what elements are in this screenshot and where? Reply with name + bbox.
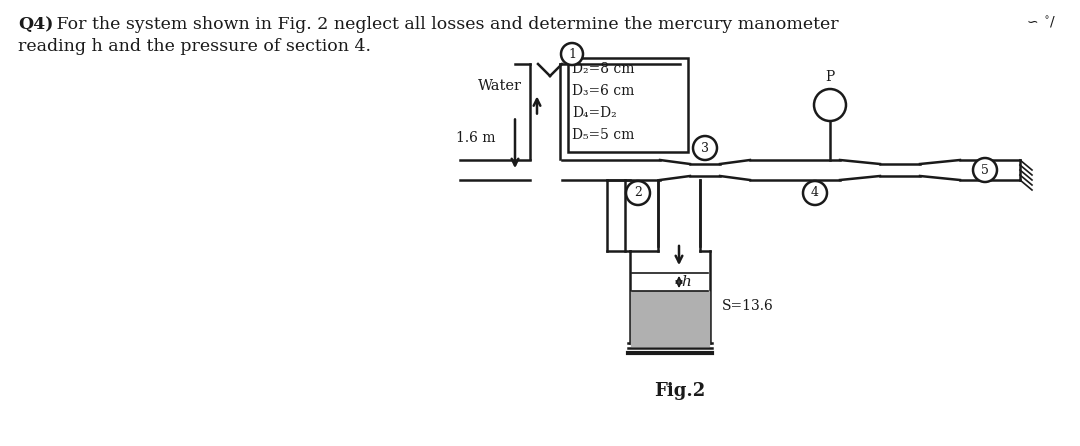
Bar (631, 291, 708, 346)
Text: For the system shown in Fig. 2 neglect all losses and determine the mercury mano: For the system shown in Fig. 2 neglect a… (51, 16, 839, 33)
Text: h: h (681, 275, 691, 289)
Text: 4: 4 (811, 186, 819, 199)
Text: 5: 5 (981, 164, 989, 177)
Text: 3: 3 (701, 141, 708, 154)
Text: 1: 1 (568, 48, 576, 61)
Circle shape (814, 89, 846, 121)
Text: D₄=D₂: D₄=D₂ (572, 106, 617, 120)
Circle shape (693, 136, 717, 160)
Text: P: P (825, 70, 835, 84)
Text: S=13.6: S=13.6 (723, 299, 773, 313)
Circle shape (973, 158, 997, 182)
Text: D₃=6 cm: D₃=6 cm (572, 84, 634, 98)
Circle shape (626, 181, 650, 205)
Text: Fig.2: Fig.2 (654, 382, 705, 400)
Text: Q4): Q4) (18, 16, 53, 33)
Text: D₅=5 cm: D₅=5 cm (572, 128, 634, 142)
Text: D₂=8 cm: D₂=8 cm (572, 62, 635, 76)
Circle shape (561, 43, 583, 65)
Text: 2: 2 (634, 186, 642, 199)
Text: reading h and the pressure of section 4.: reading h and the pressure of section 4. (18, 38, 372, 55)
Text: Water: Water (478, 79, 522, 94)
Text: $\backsim\,^{\circ}/$: $\backsim\,^{\circ}/$ (1024, 14, 1056, 29)
Text: 1.6 m: 1.6 m (456, 131, 495, 145)
Circle shape (804, 181, 827, 205)
